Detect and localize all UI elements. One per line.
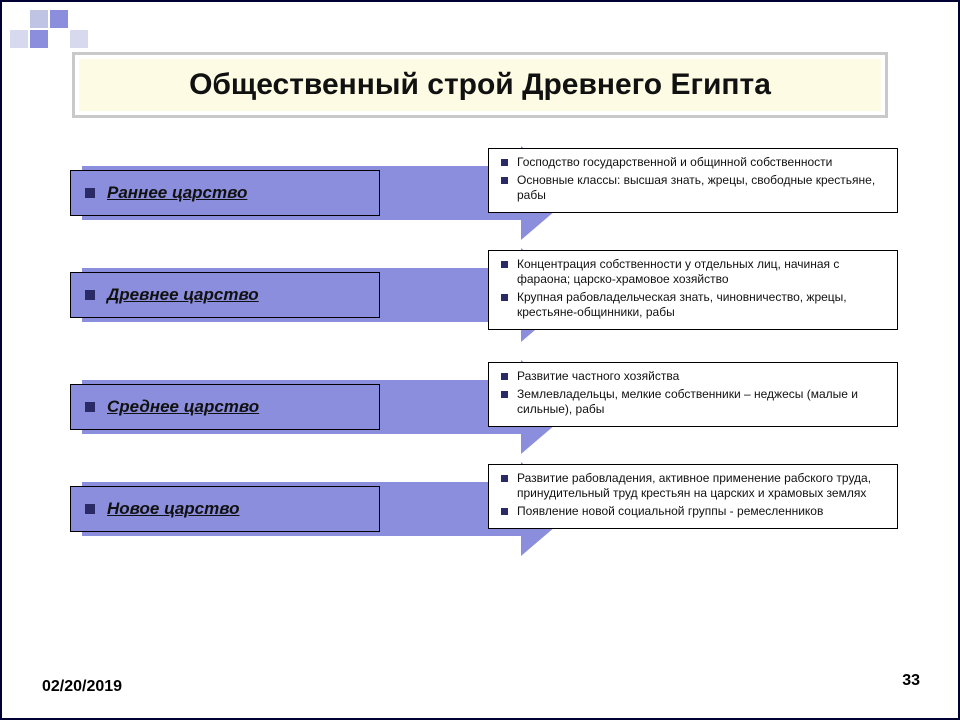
desc-item: Развитие рабовладения, активное применен…: [499, 471, 887, 501]
row-1: Раннее царство Господство государственно…: [62, 148, 898, 238]
period-label: Древнее царство: [107, 285, 259, 305]
footer-page-number: 33: [902, 672, 920, 690]
period-label: Среднее царство: [107, 397, 259, 417]
desc-item: Основные классы: высшая знать, жрецы, св…: [499, 173, 887, 203]
desc-item: Развитие частного хозяйства: [499, 369, 887, 384]
slide-title: Общественный строй Древнего Египта: [79, 59, 881, 111]
period-label: Новое царство: [107, 499, 239, 519]
period-box-1: Раннее царство: [70, 170, 380, 216]
period-box-2: Древнее царство: [70, 272, 380, 318]
row-3: Среднее царство Развитие частного хозяйс…: [62, 362, 898, 452]
description-box-2: Концентрация собственности у отдельных л…: [488, 250, 898, 330]
period-box-4: Новое царство: [70, 486, 380, 532]
description-box-4: Развитие рабовладения, активное применен…: [488, 464, 898, 529]
slide-body: Общественный строй Древнего Египта Ранне…: [2, 2, 958, 718]
period-label: Раннее царство: [107, 183, 247, 203]
desc-item: Землевладельцы, мелкие собственники – не…: [499, 387, 887, 417]
title-container: Общественный строй Древнего Египта: [72, 52, 888, 118]
description-box-1: Господство государственной и общинной со…: [488, 148, 898, 213]
footer-date: 02/20/2019: [42, 678, 122, 696]
period-box-3: Среднее царство: [70, 384, 380, 430]
description-box-3: Развитие частного хозяйства Землевладель…: [488, 362, 898, 427]
diagram-rows: Раннее царство Господство государственно…: [62, 148, 898, 564]
row-4: Новое царство Развитие рабовладения, акт…: [62, 464, 898, 564]
desc-item: Концентрация собственности у отдельных л…: [499, 257, 887, 287]
desc-item: Появление новой социальной группы - реме…: [499, 504, 887, 519]
desc-item: Господство государственной и общинной со…: [499, 155, 887, 170]
desc-item: Крупная рабовладельческая знать, чиновни…: [499, 290, 887, 320]
row-2: Древнее царство Концентрация собственнос…: [62, 250, 898, 350]
